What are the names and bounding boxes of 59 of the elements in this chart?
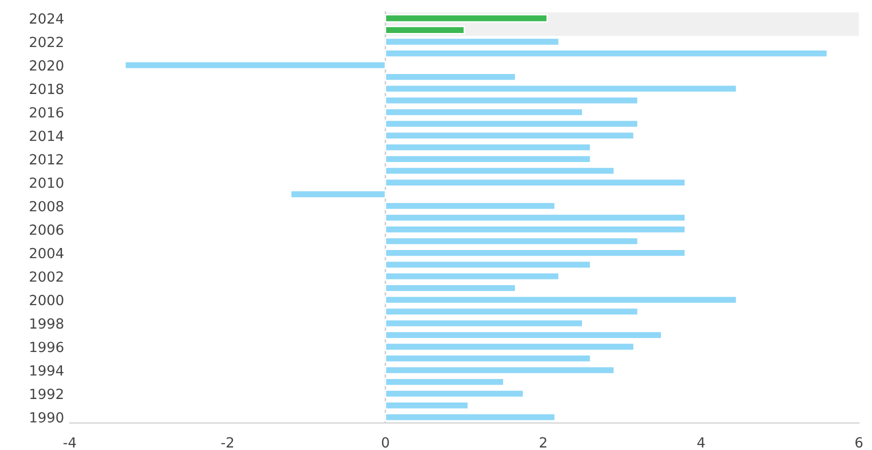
bar [384, 131, 635, 140]
y-tick-label: 1998 [30, 318, 64, 329]
bar [384, 260, 592, 269]
y-tick-label: 2022 [30, 36, 63, 48]
bar [384, 120, 639, 128]
bar [384, 213, 686, 222]
x-tick-label: 0 [382, 437, 389, 448]
y-tick-label: 2010 [30, 177, 64, 188]
y-tick-label: 1994 [30, 365, 64, 376]
x-tick-label: -2 [221, 437, 234, 448]
bar [384, 225, 686, 234]
bar [384, 330, 662, 340]
bar [384, 72, 516, 82]
y-tick-label: 2018 [30, 84, 64, 94]
bar [384, 248, 686, 258]
bar [384, 37, 560, 46]
bar [384, 307, 639, 316]
y-tick-label: 2024 [30, 13, 64, 24]
bar [384, 178, 686, 187]
bar [384, 412, 556, 422]
x-tick-label: 2 [540, 437, 546, 448]
y-tick-label: 2004 [30, 248, 64, 258]
bar [384, 272, 560, 281]
bar [384, 166, 615, 176]
bar [384, 318, 584, 328]
bar [384, 295, 738, 304]
x-tick-label: -4 [64, 437, 76, 448]
bar [384, 108, 584, 116]
x-tick-label: 4 [697, 437, 705, 448]
bar [384, 342, 635, 352]
y-tick-label: 2000 [30, 294, 64, 306]
bar [384, 202, 556, 210]
y-tick-label: 2020 [30, 60, 64, 71]
bar [384, 389, 524, 398]
bar [384, 378, 504, 386]
bar [384, 284, 516, 292]
bar [384, 354, 592, 363]
bar [384, 236, 639, 246]
y-tick-label: 2002 [30, 271, 63, 282]
bar [290, 190, 386, 199]
bar [384, 154, 592, 164]
y-tick-label: 1990 [30, 412, 64, 423]
y-tick-label: 2016 [30, 107, 64, 118]
bar [384, 401, 469, 410]
bar [384, 14, 548, 23]
y-tick-label: 2006 [30, 224, 64, 235]
bar [384, 142, 592, 152]
bar [384, 96, 639, 105]
y-tick-label: 2012 [30, 154, 63, 165]
y-tick-label: 1992 [30, 388, 63, 400]
bar [124, 60, 386, 70]
bar [384, 84, 738, 94]
bar [384, 26, 466, 34]
y-tick-label: 2014 [30, 130, 64, 142]
y-tick-label: 2008 [30, 200, 64, 212]
bar [384, 366, 615, 375]
y-tick-label: 1996 [30, 342, 64, 352]
x-tick-label: 6 [855, 437, 862, 448]
bar [384, 49, 828, 58]
